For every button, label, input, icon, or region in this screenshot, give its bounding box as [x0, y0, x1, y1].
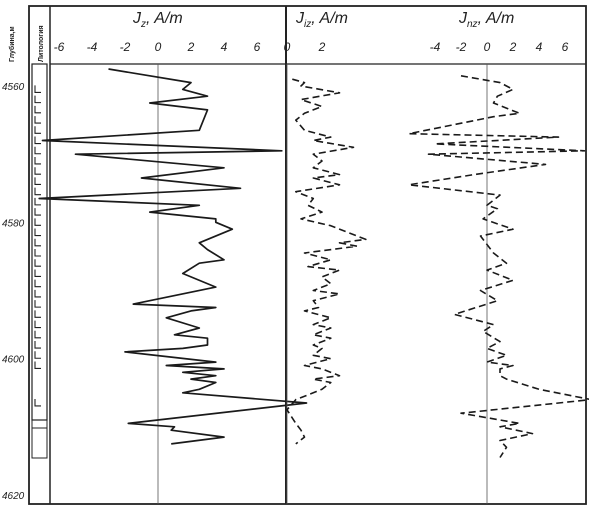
lithology-symbol	[34, 177, 41, 185]
lithology-symbol	[34, 238, 41, 247]
jz-tick-label: -6	[54, 40, 65, 54]
depth-tick-label: 4560	[2, 82, 25, 93]
jnz-tick-label: -2	[456, 40, 467, 54]
jnz-tick-label: 4	[536, 40, 543, 54]
lithology-header: Литология	[38, 25, 45, 62]
lithology-gap-cell	[31, 419, 48, 429]
depth-axis-label: Глубина,м	[8, 26, 16, 62]
lithology-bottom-cell	[31, 427, 48, 459]
lithology-symbol	[34, 310, 41, 318]
lithology-symbol	[34, 167, 41, 175]
jnz-tick-label: 2	[509, 40, 517, 54]
lithology-symbol	[34, 187, 41, 196]
jz-tick-label: -2	[120, 40, 131, 54]
lithology-symbol	[34, 105, 41, 114]
jnz-tick-label: 0	[484, 40, 491, 54]
lithology-symbol	[34, 330, 41, 339]
lithology-symbol	[34, 279, 41, 288]
jnz-title: Jnz, A/m	[458, 10, 514, 30]
jz-tick-label: -4	[87, 40, 98, 54]
jiz-tick-label: 0	[284, 40, 291, 54]
lithology-symbol	[34, 259, 41, 267]
jz-tick-label: 6	[254, 40, 261, 54]
lithology-symbol	[34, 269, 41, 278]
lithology-symbol	[34, 146, 41, 155]
lithology-symbol	[34, 156, 41, 165]
depth-tick-label: 4580	[2, 218, 25, 229]
chart-frame	[28, 5, 587, 505]
jz-tick-label: 2	[187, 40, 195, 54]
lithology-symbol	[34, 351, 41, 359]
lithology-symbol	[34, 341, 41, 349]
lithology-symbol	[34, 126, 41, 134]
jiz-curve	[286, 78, 367, 445]
lithology-symbol	[34, 85, 41, 93]
lithology-symbol	[34, 208, 41, 216]
jz-curve	[38, 68, 308, 445]
depth-tick-label: 4600	[2, 355, 25, 366]
lithology-column	[31, 63, 48, 421]
jnz-tick-label: -4	[430, 40, 441, 54]
lithology-symbol	[34, 320, 41, 329]
lithology-symbol	[34, 249, 41, 257]
lithology-symbol	[34, 289, 41, 298]
lithology-symbol	[34, 116, 41, 124]
lithology-symbol	[34, 95, 41, 104]
lithology-symbol	[34, 300, 41, 308]
lithology-symbol	[34, 228, 41, 237]
jiz-tick-label: 2	[318, 40, 326, 54]
lithology-symbol	[34, 197, 41, 206]
lithology-symbol	[34, 136, 41, 145]
jz-tick-label: 4	[221, 40, 228, 54]
jz-tick-label: 0	[155, 40, 162, 54]
jnz-tick-label: 6	[562, 40, 569, 54]
jiz-title: Jiz, A/m	[295, 10, 348, 30]
jz-title: Jz, A/m	[132, 10, 183, 30]
jnz-curve	[408, 75, 589, 458]
depth-tick-label: 4620	[2, 491, 25, 502]
lithology-symbol	[34, 361, 41, 370]
lithology-symbol	[34, 218, 41, 226]
lithology-symbol	[34, 398, 41, 407]
